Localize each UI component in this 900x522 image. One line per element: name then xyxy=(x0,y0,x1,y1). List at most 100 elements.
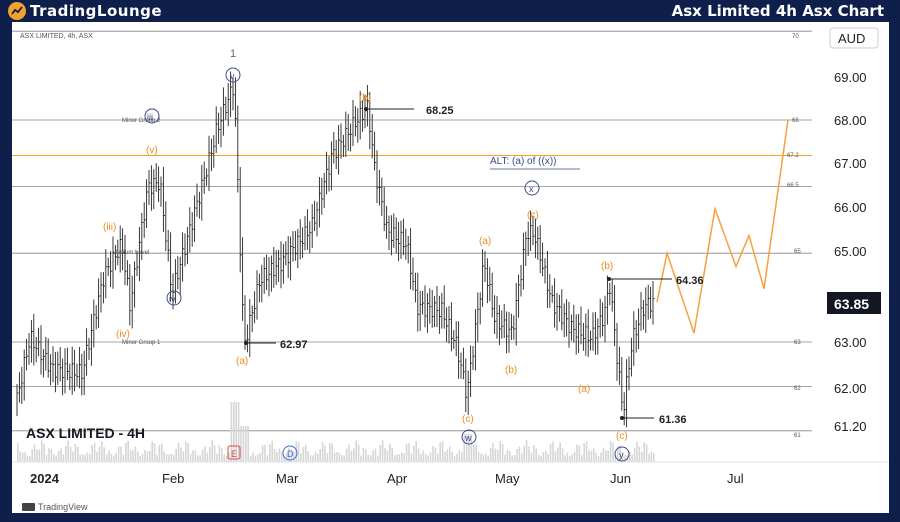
volume-bar xyxy=(43,443,45,462)
chart-panel[interactable]: ASX LIMITED, 4h, ASX AUD 69.00 68.00 67.… xyxy=(12,22,889,513)
currency-box[interactable] xyxy=(829,27,879,49)
volume-bar xyxy=(113,455,115,462)
wave-a-2: (a) xyxy=(479,236,491,247)
volume-bar xyxy=(619,445,621,462)
volume-bar xyxy=(175,448,177,462)
volume-bar xyxy=(485,453,487,462)
volume-bar xyxy=(137,451,139,462)
volume-bar xyxy=(506,449,509,462)
volume-bar xyxy=(638,446,641,462)
volume-bar xyxy=(545,450,547,462)
y-tick-67: 67.00 xyxy=(834,156,867,171)
wave-circ-x: x xyxy=(529,184,534,194)
volume-bar xyxy=(518,446,521,462)
volume-bar xyxy=(259,452,261,462)
wave-c-2: (c) xyxy=(527,210,539,221)
volume-bar xyxy=(139,455,141,462)
volume-bar xyxy=(50,448,53,462)
volume-bar xyxy=(441,441,444,462)
wave-a-1: (a) xyxy=(236,356,248,367)
level-lines xyxy=(12,30,812,432)
volume-bar xyxy=(653,453,655,462)
volume-bar xyxy=(60,448,62,462)
volume-bar xyxy=(201,449,204,462)
volume-bar xyxy=(309,455,312,462)
volume-bar xyxy=(590,451,593,462)
event-d: D xyxy=(287,449,294,459)
volume-bar xyxy=(463,434,465,462)
volume-bar xyxy=(497,450,499,462)
volume-bar xyxy=(158,445,161,462)
volume-bar xyxy=(581,455,583,462)
volume-bar xyxy=(187,443,189,462)
volume-bar xyxy=(36,449,38,462)
volume-bar xyxy=(381,440,384,462)
level-label-70: 70 xyxy=(792,34,799,40)
volume-bar xyxy=(487,455,489,462)
volume-bar xyxy=(525,440,528,462)
wave-circ-v: v xyxy=(230,71,235,81)
callout-6436: 64.36 xyxy=(676,275,704,287)
brand-name: TradingLounge xyxy=(30,2,163,20)
volume-bar xyxy=(86,452,89,462)
volume-bar xyxy=(461,452,463,462)
volume-bar xyxy=(528,446,530,462)
volume-bar xyxy=(573,451,576,462)
wave-circle-iv xyxy=(166,290,182,306)
volume-bar xyxy=(444,451,446,462)
price-chart[interactable]: ASX LIMITED, 4h, ASX AUD 69.00 68.00 67.… xyxy=(12,22,889,498)
wave-alt-label: ALT: (a) of ((x)) xyxy=(490,156,556,167)
volume-bar xyxy=(624,454,626,462)
wave-circle-v xyxy=(225,67,241,83)
volume-bar xyxy=(115,452,117,462)
wave-circle-y xyxy=(614,446,630,462)
volume-bar xyxy=(230,402,233,462)
volume-bar xyxy=(537,454,540,462)
volume-bar xyxy=(53,454,55,462)
candles xyxy=(16,71,655,428)
wave-circle-iii xyxy=(144,108,160,124)
wave-circ-y: y xyxy=(619,450,624,460)
volume-bar xyxy=(84,454,86,462)
earnings-event-icon[interactable] xyxy=(227,445,241,460)
volume-bar xyxy=(350,450,353,462)
volume-bar xyxy=(585,441,588,462)
volume-bar xyxy=(564,455,566,462)
tradingview-logo[interactable]: TradingView xyxy=(22,502,88,512)
dividend-event-icon[interactable] xyxy=(282,445,298,461)
logo-icon xyxy=(8,2,26,20)
volume-bar xyxy=(427,455,429,462)
callout-lines xyxy=(246,108,672,419)
volume-bar xyxy=(362,447,365,462)
volume-bar xyxy=(307,451,309,462)
event-markers[interactable]: E D xyxy=(227,445,298,461)
volume-bar xyxy=(633,447,636,462)
volume-bar xyxy=(228,452,230,462)
level-small-labels: 70 68 67.2 66.5 65 63 62 61 Minor Group … xyxy=(112,34,801,439)
x-tick-jul: Jul xyxy=(727,471,744,486)
x-axis: 2024 Feb Mar Apr May Jun Jul xyxy=(30,471,744,486)
volume-bar xyxy=(185,441,187,462)
volume-bar xyxy=(144,449,146,462)
volume-bar xyxy=(561,448,564,462)
volume-bar xyxy=(38,449,41,462)
volume-bar xyxy=(103,447,105,462)
volume-bar xyxy=(650,451,653,462)
x-tick-jun: Jun xyxy=(610,471,631,486)
volume-bar xyxy=(319,448,321,462)
volume-bar xyxy=(533,445,535,462)
volume-bar xyxy=(261,445,264,462)
volume-bar xyxy=(389,443,391,462)
volume-bar xyxy=(273,449,276,462)
chart-watermark: ASX LIMITED - 4H xyxy=(26,425,145,441)
volume-bar xyxy=(343,455,345,462)
volume-bar xyxy=(595,453,597,462)
volume-bar xyxy=(269,444,271,462)
volume-bar xyxy=(300,453,302,462)
volume-bar xyxy=(233,402,235,462)
volume-bar xyxy=(127,440,129,462)
volume-bar xyxy=(417,448,420,462)
volume-bar xyxy=(177,442,180,462)
brand-logo: TradingLounge xyxy=(8,2,162,20)
y-axis: AUD 69.00 68.00 67.00 66.00 65.00 63.00 … xyxy=(827,27,881,434)
